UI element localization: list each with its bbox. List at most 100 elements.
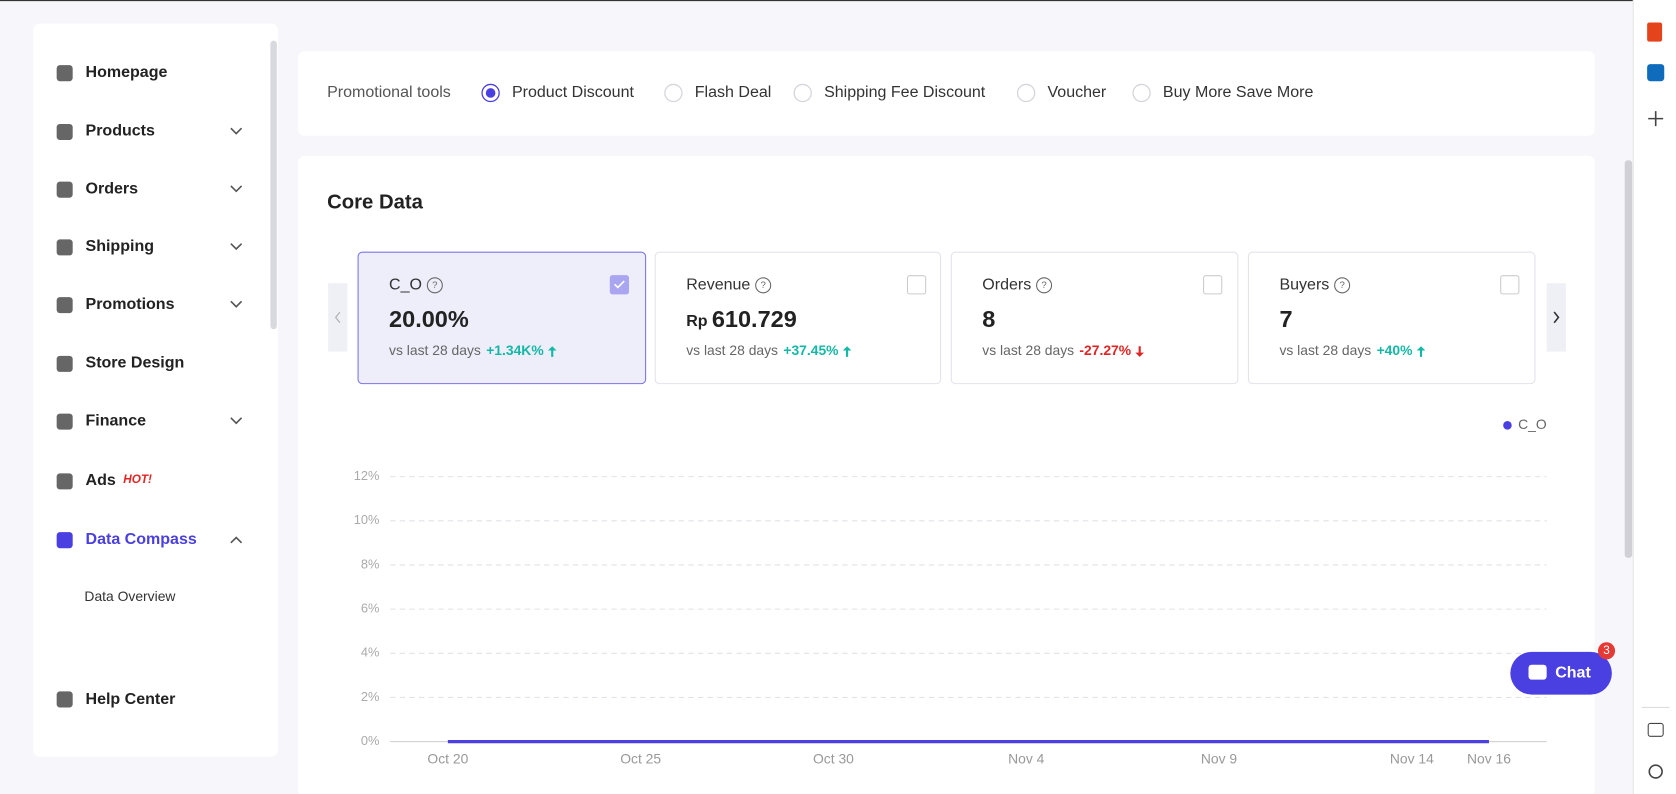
metric-comparison: vs last 28 days: [686, 342, 778, 358]
chat-badge: [1597, 642, 1616, 660]
add-icon[interactable]: [1648, 111, 1664, 127]
prev-button[interactable]: [328, 283, 348, 352]
metric-change: +1.34K%: [486, 342, 543, 358]
help-icon: [1036, 277, 1053, 294]
nav-item[interactable]: Help Center: [86, 690, 176, 708]
radio-label[interactable]: Voucher: [1048, 83, 1107, 101]
radio-label[interactable]: Shipping Fee Discount: [824, 83, 986, 101]
trend-arrow: [547, 346, 557, 357]
metric-comparison: vs last 28 days: [389, 342, 481, 358]
y-tick-label: 2%: [361, 689, 380, 704]
trend-arrow: [1416, 346, 1426, 357]
nav-icon: [56, 355, 73, 372]
nav-item[interactable]: Shipping: [86, 237, 155, 255]
radio[interactable]: [1132, 83, 1151, 103]
sub-nav-item[interactable]: Data Overview: [84, 588, 176, 604]
help-icon: [1334, 277, 1351, 294]
nav-item[interactable]: Data Compass: [86, 530, 197, 548]
metric-value: 20.00%: [389, 306, 469, 332]
metric-name: C_O: [389, 276, 422, 294]
metric-card[interactable]: [654, 251, 942, 385]
help-mark: ?: [760, 280, 765, 291]
office-icon[interactable]: [1647, 22, 1663, 42]
sidebar-scrollbar: [270, 40, 277, 330]
x-tick-label: Oct 25: [620, 750, 661, 766]
help-mark: ?: [1339, 280, 1344, 291]
radio-label[interactable]: Buy More Save More: [1163, 83, 1314, 101]
x-tick-label: Nov 4: [1008, 750, 1045, 766]
next-button[interactable]: [1546, 283, 1566, 352]
metric-comparison: vs last 28 days: [982, 342, 1074, 358]
chat-label[interactable]: Chat: [1555, 663, 1591, 681]
nav-icon: [56, 413, 73, 430]
nav-item[interactable]: Promotions: [86, 295, 175, 313]
nav-icon: [56, 123, 73, 140]
checkbox[interactable]: [1500, 275, 1520, 295]
metric-card[interactable]: [1247, 251, 1536, 385]
browser-sidebar: [1633, 0, 1676, 794]
nav-item[interactable]: Products: [86, 122, 156, 140]
chevron[interactable]: [230, 300, 243, 308]
y-tick-label: 4%: [361, 645, 380, 660]
panel-icon[interactable]: [1647, 722, 1664, 737]
metric-comparison: vs last 28 days: [1279, 342, 1371, 358]
radio[interactable]: [664, 83, 683, 103]
metric-card[interactable]: [950, 251, 1239, 385]
help-mark: ?: [432, 280, 437, 291]
radio[interactable]: [1016, 83, 1036, 103]
trend-arrow: [1135, 346, 1144, 357]
checkbox[interactable]: [906, 275, 927, 295]
metric-name: Orders: [982, 276, 1031, 294]
metric-value: 610.729: [712, 306, 797, 332]
metric-card[interactable]: [357, 251, 647, 385]
help-icon: [755, 277, 772, 294]
metric-change: +40%: [1377, 342, 1413, 358]
nav-item[interactable]: Finance: [86, 411, 147, 429]
chevron[interactable]: [230, 536, 243, 544]
settings-icon[interactable]: [1648, 764, 1663, 779]
nav-icon: [56, 239, 73, 256]
page-scrollbar: [1624, 160, 1633, 558]
nav-item[interactable]: Store Design: [86, 354, 185, 372]
x-tick-label: Nov 16: [1467, 750, 1511, 766]
checkbox[interactable]: [1203, 275, 1223, 295]
y-tick-label: 0%: [361, 733, 380, 748]
trend-arrow: [842, 346, 852, 357]
y-tick-label: 10%: [354, 512, 380, 527]
chat-icon: [1528, 664, 1547, 680]
prev-arrow: [334, 311, 341, 324]
x-tick-label: Oct 20: [427, 750, 468, 766]
radio-label[interactable]: Product Discount: [512, 83, 635, 101]
legend-dot: [1503, 421, 1512, 430]
help-icon: [426, 277, 443, 294]
nav-icon: [56, 532, 73, 549]
chevron[interactable]: [230, 127, 243, 135]
chevron[interactable]: [230, 185, 243, 193]
x-tick-label: Nov 9: [1201, 750, 1238, 766]
nav-badge: HOT!: [123, 473, 152, 486]
nav-item[interactable]: Ads: [86, 471, 116, 489]
radio[interactable]: [793, 83, 812, 103]
nav-item[interactable]: Orders: [86, 179, 139, 197]
chevron[interactable]: [230, 417, 243, 425]
legend-label: C_O: [1518, 416, 1547, 432]
nav-icon: [56, 297, 73, 314]
help-icon: [56, 691, 73, 708]
checkmark: [614, 280, 625, 289]
promo-label: Promotional tools: [327, 83, 451, 101]
chevron[interactable]: [230, 243, 243, 251]
chat-button[interactable]: [1510, 651, 1612, 695]
section-title: Core Data: [327, 191, 424, 213]
radio-dot: [485, 88, 496, 98]
outlook-icon[interactable]: [1647, 64, 1665, 82]
chat-badge-count: 3: [1603, 644, 1610, 657]
nav-item[interactable]: Homepage: [86, 63, 168, 81]
radio-label[interactable]: Flash Deal: [695, 83, 772, 101]
metric-value: 8: [982, 306, 995, 332]
y-tick-label: 8%: [361, 556, 380, 571]
next-arrow: [1553, 311, 1560, 324]
metric-change: -27.27%: [1079, 342, 1131, 358]
y-tick-label: 12%: [354, 468, 380, 483]
x-tick-label: Nov 14: [1390, 750, 1434, 766]
